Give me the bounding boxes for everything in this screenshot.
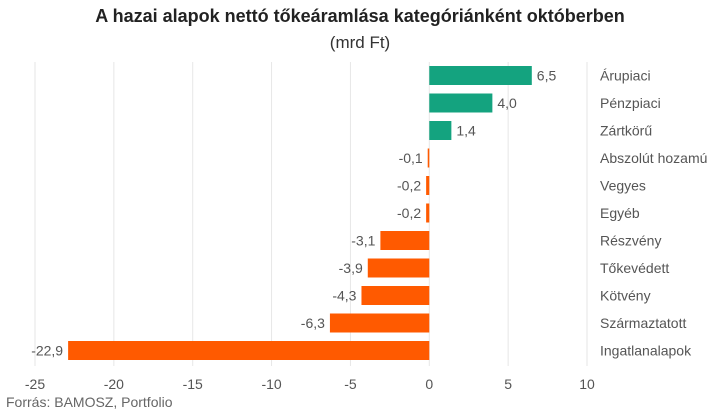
bar <box>429 66 532 85</box>
category-label: Ingatlanalapok <box>600 343 692 359</box>
source-note: Forrás: BAMOSZ, Portfolio <box>6 394 173 410</box>
bar <box>427 148 430 168</box>
bar <box>68 341 430 360</box>
x-tick-label: -20 <box>104 376 124 392</box>
data-label: -3,1 <box>351 233 375 249</box>
category-label: Kötvény <box>600 288 651 304</box>
category-label: Tőkevédett <box>600 260 669 276</box>
data-label: -0,1 <box>399 150 423 166</box>
chart-title: A hazai alapok nettó tőkeáramlása kategó… <box>95 6 625 26</box>
bar <box>329 313 430 333</box>
x-tick-label: -15 <box>183 376 203 392</box>
bar <box>426 176 430 195</box>
bar <box>429 121 452 140</box>
category-label: Származtatott <box>600 315 686 331</box>
data-label: -22,9 <box>31 343 63 359</box>
category-label: Vegyes <box>600 178 646 194</box>
bar <box>380 231 430 250</box>
x-tick-label: 5 <box>504 376 512 392</box>
data-label: -4,3 <box>332 288 356 304</box>
category-label: Részvény <box>600 233 661 249</box>
bar <box>367 258 430 278</box>
bar <box>426 203 430 223</box>
category-label: Pénzpiaci <box>600 95 661 111</box>
data-label: 6,5 <box>537 68 557 84</box>
chart-subtitle: (mrd Ft) <box>329 33 391 52</box>
category-label: Egyéb <box>600 205 640 221</box>
bar <box>361 286 430 305</box>
data-label: 4,0 <box>497 95 517 111</box>
data-label: -0,2 <box>397 178 421 194</box>
data-label: -0,2 <box>397 205 421 221</box>
category-label: Abszolút hozamú <box>600 150 707 166</box>
category-label: Árupiaci <box>600 68 651 84</box>
x-tick-label: -25 <box>25 376 45 392</box>
x-tick-label: -10 <box>261 376 281 392</box>
x-tick-label: 10 <box>579 376 595 392</box>
bar <box>429 93 493 113</box>
data-label: -3,9 <box>339 260 363 276</box>
x-tick-label: 0 <box>425 376 433 392</box>
x-tick-label: -5 <box>344 376 357 392</box>
category-label: Zártkörű <box>600 123 652 139</box>
data-label: -6,3 <box>301 315 325 331</box>
data-label: 1,4 <box>456 123 476 139</box>
